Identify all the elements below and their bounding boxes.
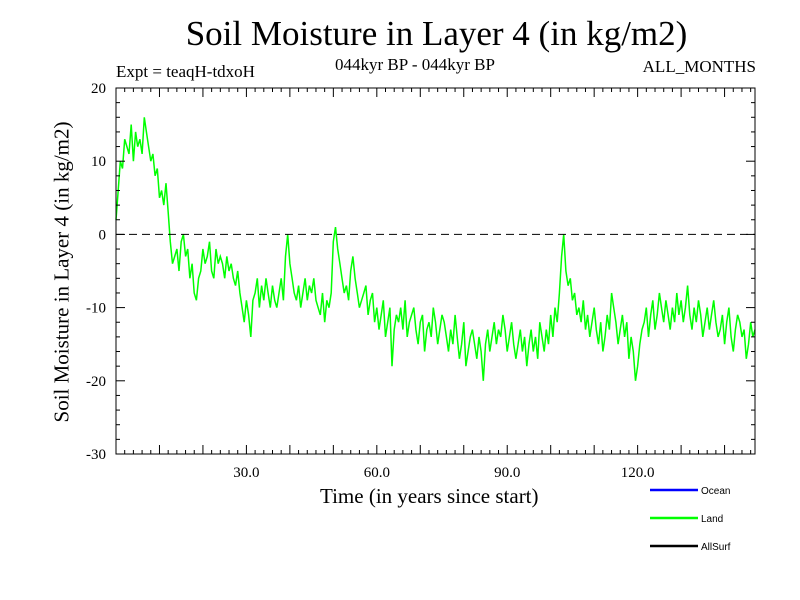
y-tick-label: -20 — [86, 374, 106, 390]
y-tick-label: 10 — [91, 154, 106, 170]
legend-label-allsurf: AllSurf — [701, 542, 731, 553]
legend-label-land: Land — [701, 514, 723, 525]
plot-frame — [115, 87, 756, 455]
period-label: 044kyr BP - 044kyr BP — [335, 55, 495, 74]
y-tick-label: -30 — [86, 447, 106, 463]
x-tick-label: 30.0 — [233, 465, 259, 481]
series-line-land — [115, 117, 756, 381]
x-tick-label: 90.0 — [494, 465, 520, 481]
chart-title: Soil Moisture in Layer 4 (in kg/m2) — [185, 14, 688, 53]
x-tick-label: 60.0 — [364, 465, 390, 481]
y-tick-label: 20 — [91, 81, 106, 97]
y-tick-label: 0 — [99, 227, 107, 243]
months-label: ALL_MONTHS — [642, 57, 756, 76]
legend-label-ocean: Ocean — [701, 486, 730, 497]
y-tick-label: -10 — [86, 301, 106, 317]
x-axis-label: Time (in years since start) — [320, 484, 539, 508]
experiment-label: Expt = teaqH-tdxoH — [116, 62, 255, 81]
x-tick-label: 120.0 — [621, 465, 655, 481]
